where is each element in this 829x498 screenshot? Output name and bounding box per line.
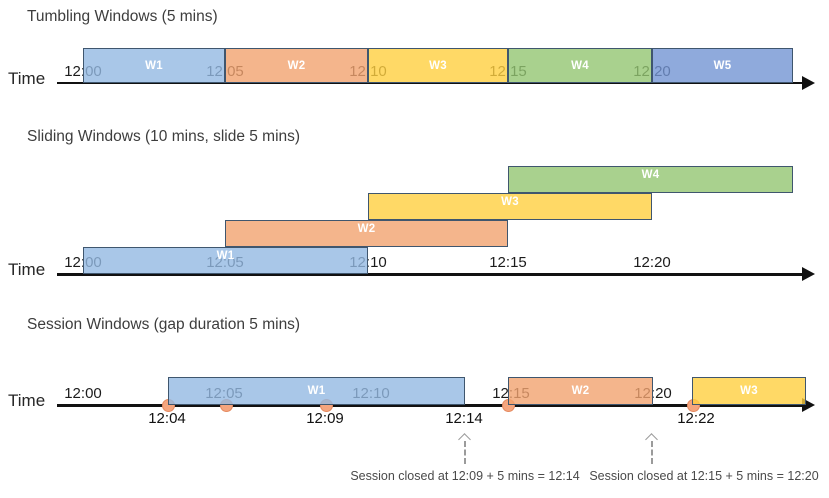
window-bar-w2: W2	[225, 48, 368, 83]
window-label: W2	[357, 223, 376, 235]
annotation-text: Session closed at 12:15 + 5 mins = 12:20	[589, 469, 819, 483]
event-time-label: 12:22	[677, 410, 715, 427]
window-label: W2	[571, 385, 590, 397]
tick-label: 12:00	[64, 385, 102, 402]
timeline-axis	[57, 82, 803, 84]
event-time-label: 12:09	[306, 410, 344, 427]
window-bar-w3: W3	[692, 377, 806, 405]
time-axis-label: Time	[8, 260, 46, 279]
window-bar-w5: W5	[652, 48, 793, 83]
time-axis-label: Time	[8, 69, 46, 88]
window-bar-w2: W2	[508, 377, 653, 405]
window-label: W1	[216, 250, 235, 262]
diagram-title: Sliding Windows (10 mins, slide 5 mins)	[27, 128, 301, 145]
timeline-axis	[57, 272, 803, 276]
tick-label: 12:20	[633, 254, 671, 271]
window-label: W4	[571, 59, 589, 72]
annotation-text: Session closed at 12:09 + 5 mins = 12:14	[350, 469, 580, 483]
window-bar-w4: W4	[508, 48, 652, 83]
diagram-title: Session Windows (gap duration 5 mins)	[27, 316, 301, 333]
timeline-axis	[57, 403, 803, 407]
window-label: W3	[429, 59, 447, 72]
window-label: W1	[145, 59, 163, 72]
event-time-label: 12:04	[148, 410, 186, 427]
window-bar-w1: W1	[83, 247, 368, 274]
window-label: W4	[641, 169, 660, 181]
annotation-arrow-line	[651, 441, 653, 464]
event-time-label: 12:14	[445, 410, 483, 427]
timeline-arrowhead-icon	[802, 267, 815, 281]
window-bar-w3: W3	[368, 48, 508, 83]
timeline-arrowhead-icon	[802, 76, 815, 90]
window-label: W1	[307, 385, 326, 397]
window-label: W3	[740, 385, 758, 397]
window-label: W2	[287, 59, 306, 72]
window-bar-w4: W4	[508, 166, 793, 193]
diagram-title: Tumbling Windows (5 mins)	[27, 8, 218, 25]
time-axis-label: Time	[8, 391, 46, 410]
window-bar-w2: W2	[225, 220, 508, 247]
window-label: W3	[501, 196, 519, 208]
tick-label: 12:15	[489, 254, 527, 271]
window-label: W5	[713, 59, 732, 72]
window-bar-w1: W1	[83, 48, 225, 83]
annotation-arrow-line	[464, 441, 466, 464]
window-bar-w3: W3	[368, 193, 652, 220]
window-bar-w1: W1	[168, 377, 465, 405]
